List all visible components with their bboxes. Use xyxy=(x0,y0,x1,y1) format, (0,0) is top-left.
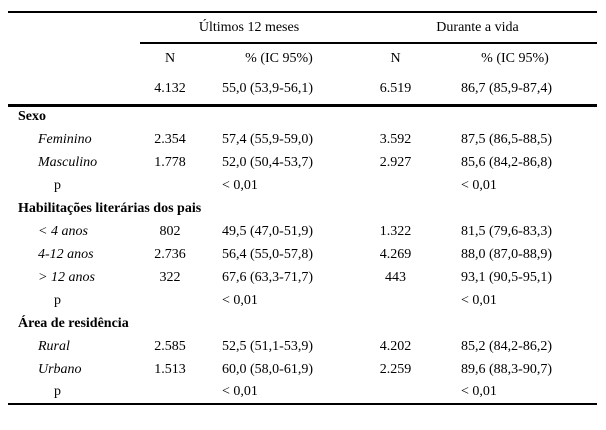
cell-n-2: 3.592 xyxy=(379,131,412,147)
data-row: Urbano 1.513 60,0 (58,0-61,9) 2.259 89,6… xyxy=(8,358,597,381)
cell-pct-1: 52,0 (50,4-53,7) xyxy=(222,154,313,170)
group-header-row: Últimos 12 meses Durante a vida xyxy=(8,12,598,44)
row-label-mais-12-anos: > 12 anos xyxy=(38,269,95,285)
cell-pct-2: 87,5 (86,5-88,5) xyxy=(461,131,552,147)
cell-n-1: 1.778 xyxy=(154,154,186,170)
p-label: p xyxy=(54,292,61,308)
p-label: p xyxy=(54,384,61,399)
total-row: 4.132 55,0 (53,9-56,1) 6.519 86,7 (85,9-… xyxy=(8,74,598,107)
section-title-sexo: Sexo xyxy=(18,109,46,125)
cell-n-1: 1.513 xyxy=(154,361,186,377)
stub-cell-empty xyxy=(8,43,140,74)
total-pct-2: 86,7 (85,9-87,4) xyxy=(433,74,598,107)
cell-pct-2: 89,6 (88,3-90,7) xyxy=(461,361,552,377)
row-label-4-12-anos: 4-12 anos xyxy=(38,246,94,262)
row-label-menos-4-anos: < 4 anos xyxy=(38,223,88,239)
cell-n-1: 2.354 xyxy=(154,131,186,147)
cell-empty xyxy=(140,289,200,312)
cell-pct-1: 49,5 (47,0-51,9) xyxy=(222,223,313,239)
row-label-feminino: Feminino xyxy=(38,131,92,147)
section-title-area-residencia: Área de residência xyxy=(18,315,129,331)
cell-pct-2: 88,0 (87,0-88,9) xyxy=(461,246,552,262)
p-value-1: < 0,01 xyxy=(222,384,258,399)
cell-pct-2: 85,2 (84,2-86,2) xyxy=(461,338,552,354)
cell-pct-2: 93,1 (90,5-95,1) xyxy=(461,269,552,285)
section-header-row: Habilitações literárias dos pais xyxy=(8,197,597,220)
p-value-2: < 0,01 xyxy=(461,384,497,399)
cell-pct-2: 81,5 (79,6-83,3) xyxy=(461,223,552,239)
p-value-1: < 0,01 xyxy=(222,177,258,193)
cell-empty xyxy=(358,381,433,404)
col-header-pct-1: % (IC 95%) xyxy=(245,51,313,66)
section-header-row: Sexo xyxy=(8,105,597,128)
cell-empty xyxy=(140,381,200,404)
data-row: < 4 anos 802 49,5 (47,0-51,9) 1.322 81,5… xyxy=(8,220,597,243)
stub-cell-empty xyxy=(8,74,140,107)
col-group-durante-a-vida: Durante a vida xyxy=(358,12,598,44)
cell-n-2: 443 xyxy=(385,269,406,285)
cell-pct-1: 52,5 (51,1-53,9) xyxy=(222,338,313,354)
total-n-2: 6.519 xyxy=(358,74,433,107)
cell-pct-2: 85,6 (84,2-86,8) xyxy=(461,154,552,170)
p-value-2: < 0,01 xyxy=(461,292,497,308)
cell-n-1: 2.585 xyxy=(154,338,186,354)
p-value-1: < 0,01 xyxy=(222,292,258,308)
cell-n-1: 322 xyxy=(159,269,181,285)
data-row: Feminino 2.354 57,4 (55,9-59,0) 3.592 87… xyxy=(8,128,597,151)
col-header-pct-2: % (IC 95%) xyxy=(481,51,549,66)
cell-n-2: 4.202 xyxy=(379,338,412,354)
cell-n-2: 2.927 xyxy=(379,154,412,170)
stub-cell-empty xyxy=(8,12,140,43)
cell-empty xyxy=(358,174,433,197)
p-value-2: < 0,01 xyxy=(461,177,497,193)
data-row: Rural 2.585 52,5 (51,1-53,9) 4.202 85,2 … xyxy=(8,335,597,358)
cell-pct-1: 60,0 (58,0-61,9) xyxy=(222,361,313,377)
data-row: > 12 anos 322 67,6 (63,3-71,7) 443 93,1 … xyxy=(8,266,597,289)
p-value-row: p < 0,01 < 0,01 xyxy=(8,289,597,312)
cell-empty xyxy=(140,174,200,197)
col-header-n-2: N xyxy=(390,51,401,66)
cell-n-1: 2.736 xyxy=(154,246,186,262)
total-n-1: 4.132 xyxy=(140,74,200,107)
data-row: Masculino 1.778 52,0 (50,4-53,7) 2.927 8… xyxy=(8,151,597,174)
row-label-rural: Rural xyxy=(38,338,70,354)
prevalence-statistics-table: Últimos 12 meses Durante a vida N % (IC … xyxy=(8,11,598,405)
cell-pct-1: 57,4 (55,9-59,0) xyxy=(222,131,313,147)
row-label-urbano: Urbano xyxy=(38,361,82,377)
cell-n-2: 4.269 xyxy=(379,246,412,262)
section-title-habilitacoes: Habilitações literárias dos pais xyxy=(18,200,202,216)
data-row: 4-12 anos 2.736 56,4 (55,0-57,8) 4.269 8… xyxy=(8,243,597,266)
sub-header-row: N % (IC 95%) N % (IC 95%) xyxy=(8,43,597,74)
p-value-row: p < 0,01 < 0,01 xyxy=(8,174,597,197)
cell-n-2: 1.322 xyxy=(379,223,412,239)
cell-n-1: 802 xyxy=(159,223,181,239)
cell-pct-1: 67,6 (63,3-71,7) xyxy=(222,269,313,285)
cell-n-2: 2.259 xyxy=(379,361,412,377)
col-group-ultimos-12-meses: Últimos 12 meses xyxy=(140,12,358,44)
col-header-n-1: N xyxy=(164,51,176,66)
total-pct-1: 55,0 (53,9-56,1) xyxy=(200,74,358,107)
row-label-masculino: Masculino xyxy=(38,154,98,170)
p-label: p xyxy=(54,177,61,193)
cell-empty xyxy=(358,289,433,312)
cell-pct-1: 56,4 (55,0-57,8) xyxy=(222,246,313,262)
section-header-row: Área de residência xyxy=(8,312,597,335)
p-value-row: p < 0,01 < 0,01 xyxy=(8,381,597,404)
